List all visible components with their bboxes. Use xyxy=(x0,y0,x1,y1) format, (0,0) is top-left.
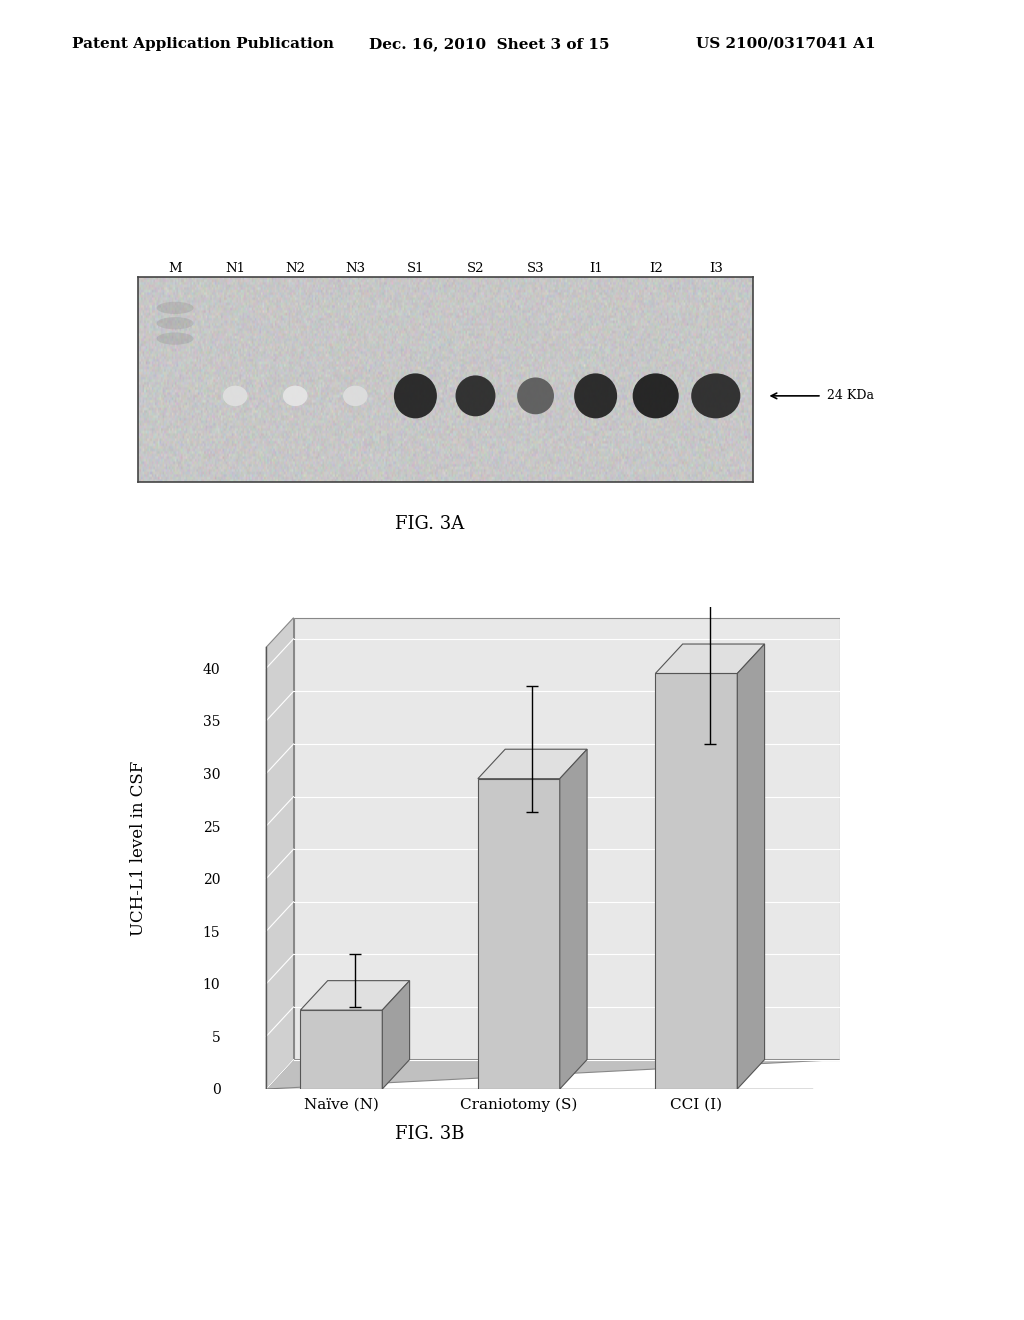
Text: N1: N1 xyxy=(225,261,245,275)
Polygon shape xyxy=(300,981,410,1010)
Text: I3: I3 xyxy=(709,261,723,275)
Text: N3: N3 xyxy=(345,261,366,275)
Bar xyxy=(300,1010,382,1089)
Polygon shape xyxy=(294,618,840,1060)
Text: UCH-L1 level in CSF: UCH-L1 level in CSF xyxy=(130,760,146,936)
Bar xyxy=(655,673,737,1089)
Ellipse shape xyxy=(691,374,740,418)
Text: N2: N2 xyxy=(286,261,305,275)
Ellipse shape xyxy=(633,374,679,418)
Ellipse shape xyxy=(343,385,368,407)
Ellipse shape xyxy=(394,374,437,418)
Text: Patent Application Publication: Patent Application Publication xyxy=(72,37,334,51)
Text: US 2100/0317041 A1: US 2100/0317041 A1 xyxy=(696,37,876,51)
Text: S3: S3 xyxy=(526,261,545,275)
Polygon shape xyxy=(737,644,765,1089)
Ellipse shape xyxy=(157,317,194,330)
Text: I2: I2 xyxy=(649,261,663,275)
Ellipse shape xyxy=(283,385,307,407)
Polygon shape xyxy=(478,750,587,779)
Text: S2: S2 xyxy=(467,261,484,275)
Ellipse shape xyxy=(574,374,617,418)
Polygon shape xyxy=(655,644,765,673)
Ellipse shape xyxy=(157,302,194,314)
Bar xyxy=(478,779,560,1089)
Ellipse shape xyxy=(223,385,248,407)
Text: Dec. 16, 2010  Sheet 3 of 15: Dec. 16, 2010 Sheet 3 of 15 xyxy=(369,37,609,51)
Polygon shape xyxy=(560,750,587,1089)
Text: FIG. 3A: FIG. 3A xyxy=(395,515,465,533)
Polygon shape xyxy=(382,981,410,1089)
Polygon shape xyxy=(266,1060,840,1089)
Text: S1: S1 xyxy=(407,261,424,275)
Text: 24 KDa: 24 KDa xyxy=(827,389,874,403)
Ellipse shape xyxy=(517,378,554,414)
Text: M: M xyxy=(168,261,182,275)
Ellipse shape xyxy=(456,375,496,416)
Text: FIG. 3B: FIG. 3B xyxy=(395,1125,465,1143)
Text: I1: I1 xyxy=(589,261,602,275)
Polygon shape xyxy=(266,618,294,1089)
Ellipse shape xyxy=(157,333,194,345)
